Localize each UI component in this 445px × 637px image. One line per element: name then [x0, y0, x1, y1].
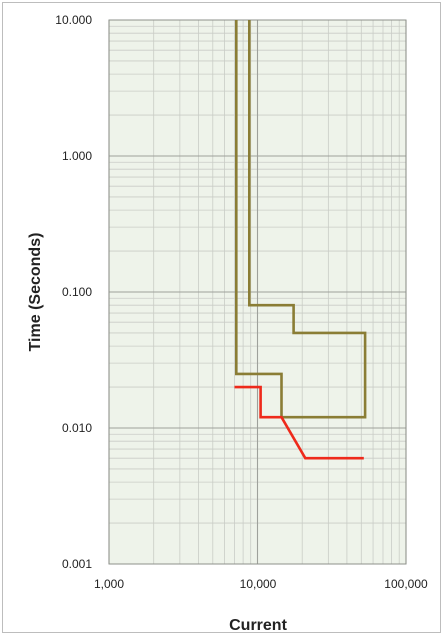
series-layer	[234, 20, 367, 460]
y-tick-label: 0.001	[62, 557, 92, 571]
series-line-2	[234, 385, 364, 460]
plot-border	[108, 19, 407, 565]
y-axis-title: Time (Seconds)	[27, 233, 44, 352]
x-axis-title: Current	[229, 617, 287, 634]
x-tick-label: 1,000	[94, 577, 124, 591]
y-tick-label: 0.100	[62, 285, 92, 299]
x-tick-label: 100,000	[384, 577, 428, 591]
series-line-1	[235, 20, 367, 419]
x-tick-label: 10,000	[240, 577, 277, 591]
y-tick-label: 1.000	[62, 149, 92, 163]
y-tick-label: 0.010	[62, 421, 92, 435]
y-tick-label: 10.000	[55, 13, 92, 27]
